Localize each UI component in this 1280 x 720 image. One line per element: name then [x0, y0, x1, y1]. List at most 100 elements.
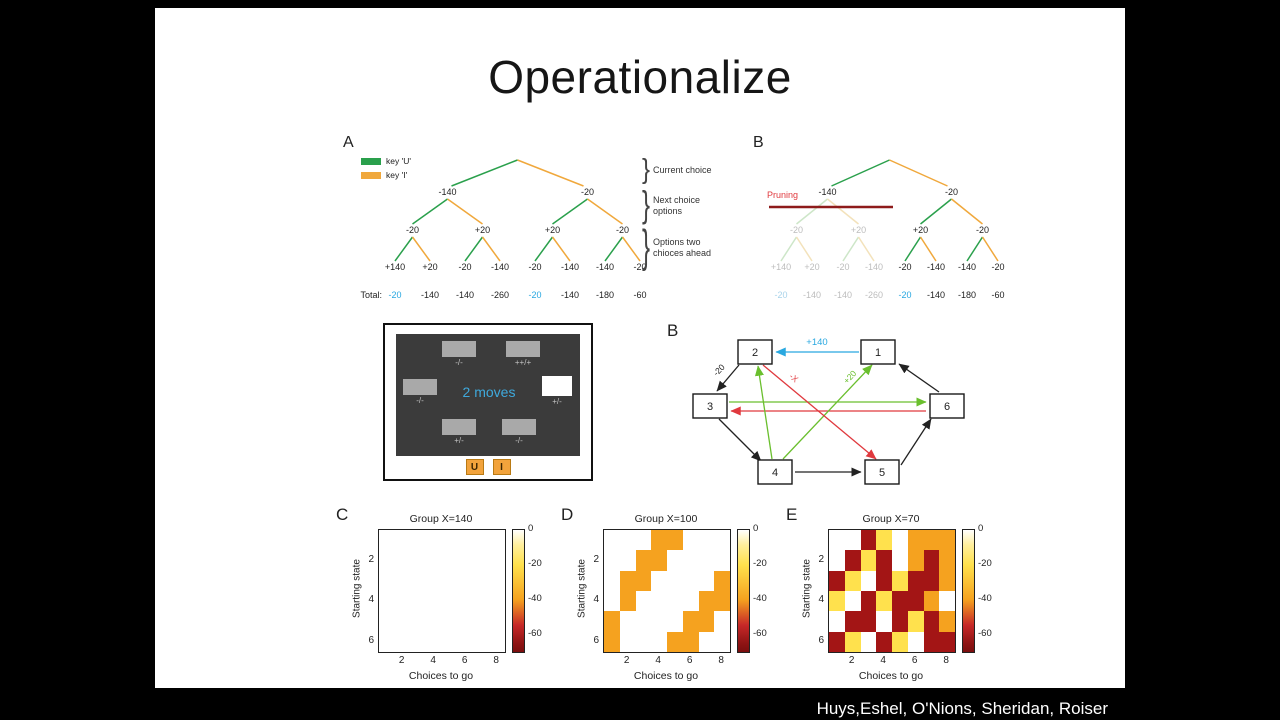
- tree-branch: [551, 236, 571, 262]
- tree-value: -140: [927, 262, 945, 272]
- tree-total-value: -140: [421, 290, 439, 300]
- heatmap-panel-d: D Group X=100 Starting state Choices to …: [555, 503, 770, 693]
- heatmap-cell: [714, 570, 730, 591]
- total-label: Total:: [360, 290, 382, 300]
- tree-value: -20: [945, 187, 958, 197]
- y-tick-label: 6: [593, 634, 599, 646]
- state-node-box: [737, 339, 773, 365]
- tree-branch: [842, 236, 860, 262]
- transition-arrow: [900, 418, 932, 466]
- colorbar-tick-label: -60: [528, 627, 542, 639]
- heatmap-cell: [939, 611, 955, 632]
- tree-value: -140: [958, 262, 976, 272]
- heatmap-panel-e: E Group X=70 Starting state Choices to g…: [780, 503, 995, 693]
- tree-total-value: -260: [865, 290, 883, 300]
- tree-branch: [827, 198, 859, 225]
- key-i-label: key 'I': [386, 170, 408, 180]
- heatmap-cell: [939, 530, 955, 551]
- heatmap-cell: [907, 530, 924, 551]
- tree-total-value: -180: [596, 290, 614, 300]
- heatmap-cell: [907, 570, 924, 591]
- heatmap-cell: [619, 591, 636, 612]
- pruning-label: Pruning: [767, 190, 798, 200]
- page-title: Operationalize: [488, 51, 792, 103]
- y-tick-label: 2: [818, 553, 824, 565]
- task-cell: -/-: [403, 379, 437, 405]
- tree-value: -20: [790, 225, 803, 235]
- heatmap-title: Group X=100: [634, 513, 698, 525]
- heatmap-cell: [844, 550, 861, 571]
- heatmap-cell: [635, 570, 652, 591]
- tree-branch: [796, 198, 828, 225]
- tree-total-value: -20: [528, 290, 541, 300]
- task-cell-caption: +/-: [552, 397, 562, 406]
- moves-remaining-text: 2 moves: [462, 384, 516, 400]
- curly-brace-icon: }: [642, 184, 651, 227]
- heatmap-cell: [682, 611, 699, 632]
- heatmap-title: Group X=140: [409, 513, 473, 525]
- colorbar-tick-label: -40: [978, 592, 992, 604]
- tree-total-value: -140: [927, 290, 945, 300]
- y-tick-label: 2: [593, 553, 599, 565]
- x-tick-label: 2: [623, 655, 630, 666]
- tree-total-value: -260: [491, 290, 509, 300]
- tree-value: +140: [385, 262, 405, 272]
- tree-value: -140: [865, 262, 883, 272]
- brace-label: Next choice options: [653, 195, 701, 216]
- tree-branch: [904, 236, 922, 262]
- heatmap-cell: [939, 631, 955, 652]
- brace-next-choice: } Next choice options: [642, 187, 727, 224]
- tree-value: +20: [545, 225, 560, 235]
- legend-row-u: key 'U': [361, 156, 411, 166]
- tree-value: +20: [913, 225, 928, 235]
- tree-value: -20: [898, 262, 911, 272]
- task-cell-caption: -/-: [455, 358, 463, 367]
- tree-value: -20: [616, 225, 629, 235]
- colorbar: [962, 529, 975, 653]
- state-node-number: 2: [752, 347, 758, 359]
- heatmap-cell: [923, 550, 940, 571]
- tree-branch: [447, 198, 483, 225]
- x-tick-label: 6: [911, 655, 918, 666]
- heatmap-cell: [923, 611, 940, 632]
- y-axis-label: Starting state: [801, 559, 813, 618]
- tree-value: -140: [561, 262, 579, 272]
- tree-branch: [412, 198, 448, 225]
- colorbar-tick-label: 0: [528, 523, 534, 534]
- edge-reward-label: -20: [711, 362, 727, 378]
- key-i-cap: I: [492, 459, 511, 475]
- transition-arrow: [716, 364, 740, 392]
- panel-b-tree-label: B: [753, 134, 764, 151]
- key-legend: key 'U' key 'I': [361, 156, 411, 184]
- task-cell-rect: [403, 379, 437, 395]
- task-cell: -/-: [502, 419, 536, 445]
- x-tick-label: 8: [718, 655, 724, 666]
- tree-value: -140: [491, 262, 509, 272]
- brace-current-choice: } Current choice: [642, 156, 727, 184]
- transition-arrow: [718, 418, 762, 462]
- state-transition-diagram: +140 -20 +20 -X 2 1 3 6 4 5: [692, 337, 965, 485]
- panel-c-label: C: [336, 505, 349, 524]
- task-cell-caption: -/-: [416, 396, 424, 405]
- tree-branch: [966, 236, 984, 262]
- heatmap-cell: [682, 631, 699, 652]
- brace-label: Current choice: [653, 164, 712, 175]
- tree-value: +20: [475, 225, 490, 235]
- colorbar-tick-label: -20: [753, 557, 767, 569]
- heatmap-cell: [714, 591, 730, 612]
- tree-branch: [552, 198, 588, 225]
- tree-total-value: -20: [388, 290, 401, 300]
- x-tick-label: 2: [398, 655, 405, 666]
- tree-branch: [981, 236, 999, 262]
- heatmap-cell: [604, 611, 620, 632]
- heatmap-cell: [619, 570, 636, 591]
- x-tick-label: 4: [655, 655, 661, 666]
- heatmap-cell: [860, 550, 877, 571]
- tree-branch: [920, 198, 952, 225]
- y-tick-label: 6: [368, 634, 374, 646]
- x-tick-label: 2: [848, 655, 855, 666]
- heatmap-cell: [907, 611, 924, 632]
- key-i-swatch: [361, 171, 381, 179]
- tree-total-value: -60: [633, 290, 646, 300]
- tree-value: -20: [458, 262, 471, 272]
